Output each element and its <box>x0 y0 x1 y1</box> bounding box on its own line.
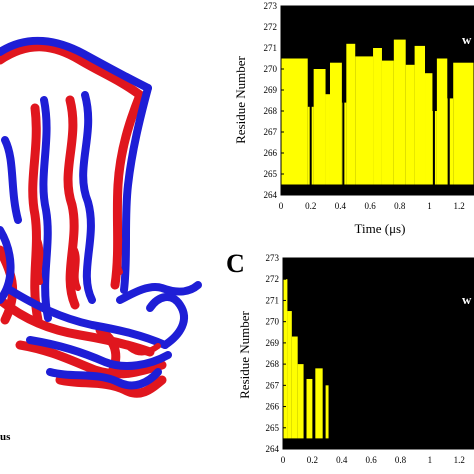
red-ribbon-structure <box>0 42 167 398</box>
heatmap-c-state-segment <box>306 378 313 439</box>
heatmap-c-y-tick-label: 270 <box>266 317 280 327</box>
heatmap-b-marks <box>281 6 474 185</box>
heatmap-b-ylabel: Residue Number <box>233 55 248 143</box>
heatmap-b-state-segment <box>381 60 394 185</box>
heatmap-b-overlay-label: w <box>462 32 472 47</box>
heatmap-b-y-tick-label: 271 <box>264 43 278 53</box>
heatmap-b-state-segment <box>425 73 433 185</box>
heatmap-c-state-segment <box>287 311 292 439</box>
heatmap-c-x-tick-label: 0.4 <box>336 455 348 465</box>
heatmap-b-x-tick-label: 0.8 <box>394 201 406 211</box>
heatmap-b-y-tick-label: 269 <box>264 85 278 95</box>
heatmap-b-y-tick-label: 265 <box>264 169 278 179</box>
heatmap-c-y-tick-label: 266 <box>266 402 280 412</box>
heatmap-b-y-tick-label: 267 <box>264 127 278 137</box>
heatmap-c-state-segment <box>315 368 323 439</box>
heatmap-b-gap <box>447 6 450 185</box>
heatmap-c-overlay-label: w <box>462 292 472 307</box>
heatmap-b-state-segment <box>373 48 382 185</box>
heatmap-c-y-tick-label: 273 <box>266 253 280 263</box>
heatmap-b-y-tick-label: 272 <box>264 22 278 32</box>
heatmap-c-frame <box>282 257 474 450</box>
heatmap-b-y-tick-label: 273 <box>264 1 278 11</box>
heatmap-b-x-tick-label: 0.2 <box>305 201 316 211</box>
heatmap-c-x-tick-label: 0.8 <box>395 455 407 465</box>
heatmap-c-background <box>283 258 474 449</box>
heatmap-c-y-tick-label: 267 <box>266 380 280 390</box>
heatmap-b-gap <box>342 6 345 185</box>
heatmap-c-y-tick-label: 271 <box>266 295 280 305</box>
heatmap-b-x-tick-label: 1.2 <box>454 201 465 211</box>
heatmap-b-state-segment <box>414 45 426 185</box>
heatmap-c-ylabel: Residue Number <box>237 310 252 398</box>
heatmap-c-x-tick-label: 0.6 <box>366 455 378 465</box>
heatmap-c-state-segment <box>283 279 288 439</box>
heatmap-b-y-tick-label: 268 <box>264 106 278 116</box>
heatmap-c-y-tick-label: 272 <box>266 274 280 284</box>
heatmap-b-gap <box>309 6 312 185</box>
red-ribbon-accents <box>35 227 161 356</box>
heatmap-c-state-segment <box>325 385 329 439</box>
heatmap-b-state-segment <box>313 69 326 185</box>
heatmap-b-state-segment <box>329 62 342 185</box>
protein-structure-panel: us <box>0 36 202 443</box>
heatmap-b-x-tick-label: 0.6 <box>364 201 376 211</box>
heatmap-c-x-ticks: 0 0.2 0.4 0.6 0.8 1 1.2 <box>281 446 465 465</box>
heatmap-c-x-tick-label: 1.2 <box>454 455 465 465</box>
heatmap-b-xlabel: Time (μs) <box>355 221 406 236</box>
heatmap-c-x-tick-label: 0 <box>281 455 286 465</box>
heatmap-b-x-tick-label: 1 <box>427 201 432 211</box>
heatmap-panel-b: 273 272 271 270 269 268 267 266 265 264 0 0.2 0.4 0.… <box>233 1 474 236</box>
heatmap-panel-c: C 273 272 271 270 269 268 267 266 265 264 0 0.2 0.4… <box>226 249 474 465</box>
heatmap-c-x-tick-label: 1 <box>428 455 433 465</box>
heatmap-b-x-ticks: 0 0.2 0.4 0.6 0.8 1 1.2 <box>279 192 465 211</box>
heatmap-b-state-segment <box>355 56 374 185</box>
heatmap-c-state-segment <box>291 336 298 439</box>
heatmap-b-state-segment <box>436 58 448 185</box>
heatmap-b-state-segment <box>405 64 415 185</box>
panel-c-letter: C <box>226 249 245 278</box>
heatmap-c-y-tick-label: 265 <box>266 423 280 433</box>
heatmap-b-x-tick-label: 0.4 <box>335 201 347 211</box>
panel-a-caption: us <box>0 431 11 443</box>
heatmap-c-y-tick-label: 268 <box>266 359 280 369</box>
heatmap-b-y-tick-label: 270 <box>264 64 278 74</box>
heatmap-b-y-ticks: 273 272 271 270 269 268 267 266 265 264 <box>264 1 284 200</box>
heatmap-c-x-tick-label: 0.2 <box>307 455 318 465</box>
heatmap-b-gap <box>432 6 435 185</box>
heatmap-b-state-segment <box>325 94 330 185</box>
heatmap-c-marks <box>283 279 329 439</box>
heatmap-c-state-segment <box>297 364 304 439</box>
heatmap-b-state-segment <box>281 58 308 185</box>
heatmap-b-state-segment <box>346 43 356 185</box>
heatmap-b-frame <box>280 5 474 196</box>
heatmap-c-y-tick-label: 269 <box>266 338 280 348</box>
heatmap-b-state-segment <box>447 98 454 185</box>
heatmap-b-state-segment <box>453 62 474 185</box>
heatmap-b-y-tick-label: 266 <box>264 148 278 158</box>
heatmap-c-y-ticks: 273 272 271 270 269 268 267 266 265 264 <box>266 253 286 454</box>
heatmap-b-state-segment <box>393 39 406 185</box>
blue-ribbon-structure <box>0 36 202 390</box>
heatmap-c-y-tick-label: 264 <box>266 444 280 454</box>
heatmap-b-y-tick-label: 264 <box>264 190 278 200</box>
heatmap-b-x-tick-label: 0 <box>279 201 284 211</box>
